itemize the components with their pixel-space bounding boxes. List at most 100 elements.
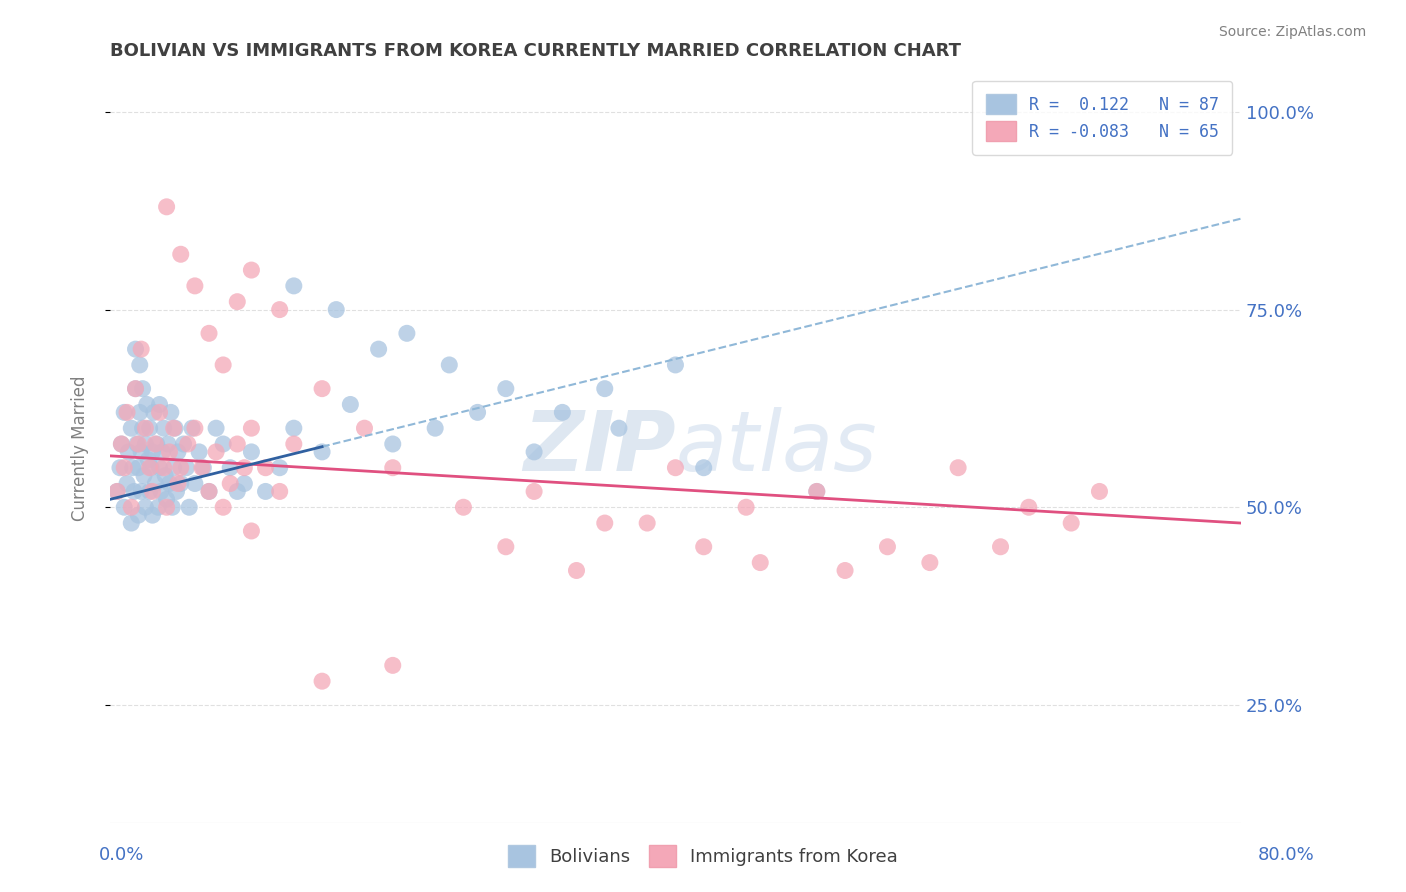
Point: [134, 500, 156, 515]
Point: [149, 484, 172, 499]
Point: [254, 484, 277, 499]
Point: [990, 540, 1012, 554]
Point: [155, 500, 177, 515]
Point: [353, 421, 375, 435]
Text: 0.0%: 0.0%: [98, 846, 143, 863]
Point: [551, 405, 574, 419]
Point: [240, 524, 263, 538]
Legend: Bolivians, Immigrants from Korea: Bolivians, Immigrants from Korea: [501, 838, 905, 874]
Point: [219, 476, 242, 491]
Point: [121, 460, 143, 475]
Point: [311, 674, 333, 689]
Point: [593, 516, 616, 530]
Point: [152, 421, 174, 435]
Point: [283, 421, 305, 435]
Point: [108, 460, 131, 475]
Point: [142, 405, 165, 419]
Point: [193, 460, 215, 475]
Point: [135, 397, 157, 411]
Point: [240, 263, 263, 277]
Point: [124, 382, 146, 396]
Point: [325, 302, 347, 317]
Point: [162, 500, 184, 515]
Point: [395, 326, 418, 341]
Point: [115, 476, 138, 491]
Point: [129, 445, 152, 459]
Point: [157, 437, 180, 451]
Point: [129, 342, 152, 356]
Point: [129, 484, 152, 499]
Point: [212, 358, 235, 372]
Point: [453, 500, 475, 515]
Point: [120, 500, 142, 515]
Point: [134, 421, 156, 435]
Text: Source: ZipAtlas.com: Source: ZipAtlas.com: [1219, 25, 1367, 39]
Text: BOLIVIAN VS IMMIGRANTS FROM KOREA CURRENTLY MARRIED CORRELATION CHART: BOLIVIAN VS IMMIGRANTS FROM KOREA CURREN…: [110, 42, 962, 60]
Point: [1060, 516, 1083, 530]
Point: [198, 484, 221, 499]
Point: [311, 445, 333, 459]
Point: [163, 421, 186, 435]
Point: [1088, 484, 1111, 499]
Point: [381, 658, 404, 673]
Point: [143, 476, 166, 491]
Point: [105, 484, 128, 499]
Point: [127, 437, 149, 451]
Point: [834, 564, 856, 578]
Point: [693, 540, 716, 554]
Point: [184, 476, 207, 491]
Point: [381, 437, 404, 451]
Point: [205, 421, 228, 435]
Point: [184, 278, 207, 293]
Point: [269, 302, 291, 317]
Point: [254, 460, 277, 475]
Point: [170, 460, 193, 475]
Point: [806, 484, 828, 499]
Point: [124, 382, 146, 396]
Point: [139, 460, 162, 475]
Point: [112, 500, 135, 515]
Point: [146, 500, 169, 515]
Text: ZIP: ZIP: [523, 408, 675, 489]
Point: [425, 421, 447, 435]
Point: [163, 460, 186, 475]
Point: [806, 484, 828, 499]
Point: [191, 460, 214, 475]
Point: [110, 437, 132, 451]
Point: [128, 358, 150, 372]
Text: atlas: atlas: [675, 408, 877, 489]
Point: [176, 460, 198, 475]
Point: [523, 484, 546, 499]
Point: [131, 382, 153, 396]
Point: [664, 358, 686, 372]
Point: [1018, 500, 1040, 515]
Point: [593, 382, 616, 396]
Point: [269, 460, 291, 475]
Point: [167, 476, 190, 491]
Point: [240, 445, 263, 459]
Point: [173, 437, 195, 451]
Text: 80.0%: 80.0%: [1258, 846, 1315, 863]
Point: [117, 445, 139, 459]
Point: [205, 445, 228, 459]
Point: [233, 460, 256, 475]
Point: [367, 342, 389, 356]
Point: [177, 437, 200, 451]
Point: [120, 516, 142, 530]
Point: [138, 421, 160, 435]
Point: [693, 460, 716, 475]
Point: [283, 278, 305, 293]
Point: [181, 421, 204, 435]
Point: [159, 476, 181, 491]
Point: [179, 500, 201, 515]
Point: [160, 405, 183, 419]
Point: [212, 437, 235, 451]
Point: [141, 445, 163, 459]
Point: [112, 460, 135, 475]
Point: [226, 437, 249, 451]
Point: [946, 460, 969, 475]
Point: [138, 484, 160, 499]
Point: [136, 452, 159, 467]
Point: [876, 540, 898, 554]
Point: [198, 484, 221, 499]
